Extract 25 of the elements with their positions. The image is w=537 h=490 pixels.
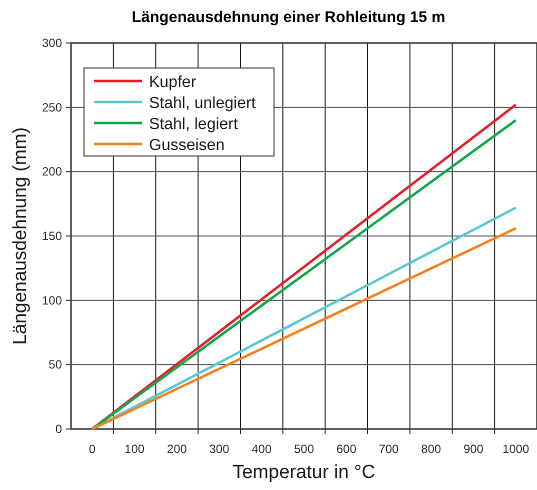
x-tick-label: 300 [209,442,230,456]
y-tick-label: 150 [42,229,62,243]
x-axis-title: Temperatur in °C [232,462,376,483]
legend-label: Stahl, unlegiert [149,95,256,112]
x-tick-label: 200 [166,442,188,456]
y-tick-label: 300 [42,36,62,50]
x-tick-label: 700 [378,442,400,456]
x-tick-label: 500 [294,442,314,456]
legend-label: Gusseisen [149,137,225,154]
x-tick-label: 900 [463,442,484,456]
x-tick-label: 600 [336,442,357,456]
x-tick-label: 800 [421,442,442,456]
y-tick-label: 100 [42,293,62,308]
x-tick-label: 0 [88,442,96,456]
y-tick-label: 200 [42,164,62,179]
x-tick-label: 400 [252,442,272,456]
y-tick-label: 250 [42,100,62,114]
y-tick-label: 0 [55,422,62,436]
x-tick-label: 1000 [502,442,530,456]
legend-label: Stahl, legiert [149,116,238,133]
chart-title: Längenausdehnung einer Rohleitung 15 m [132,9,446,26]
x-tick-label: 100 [124,442,145,456]
y-tick-label: 50 [48,358,62,372]
legend-label: Kupfer [149,74,197,91]
y-axis-title: Längenausdehnung (mm) [10,127,31,345]
